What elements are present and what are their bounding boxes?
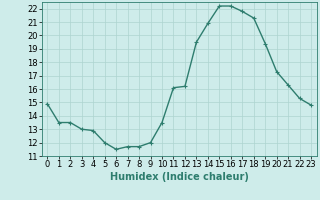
X-axis label: Humidex (Indice chaleur): Humidex (Indice chaleur)	[110, 172, 249, 182]
